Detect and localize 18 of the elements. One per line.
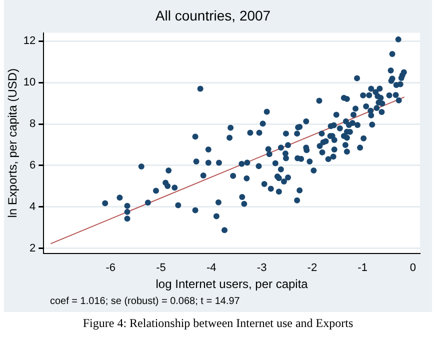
x-tick-label: -3 [256, 262, 267, 274]
x-axis-title: log Internet users, per capita [156, 277, 308, 292]
y-tick-label: 2 [30, 242, 36, 254]
x-tick-label: 0 [410, 262, 416, 274]
y-tick-label: 12 [23, 35, 36, 48]
text: coef = 1.016; se (robust) = 0.068; t = 14.97 [50, 296, 240, 307]
x-tick-label: -2 [307, 262, 318, 274]
caption: Figure 4: Relationship between Internet use and Exports [82, 316, 354, 331]
chart-title: All countries, 2007 [155, 7, 271, 24]
y-tick-label: 8 [30, 118, 36, 130]
x-tick-label: -1 [358, 262, 368, 274]
x-tick-label: -6 [106, 262, 116, 274]
y-tick-label: 4 [30, 200, 36, 213]
x-tick-label: -4 [206, 262, 216, 274]
y-axis-title: ln Exports, per capita (USD) [6, 68, 20, 218]
x-tick-label: -5 [156, 262, 166, 274]
y-tick-label: 6 [30, 160, 36, 172]
y-tick-label: 10 [23, 76, 36, 89]
